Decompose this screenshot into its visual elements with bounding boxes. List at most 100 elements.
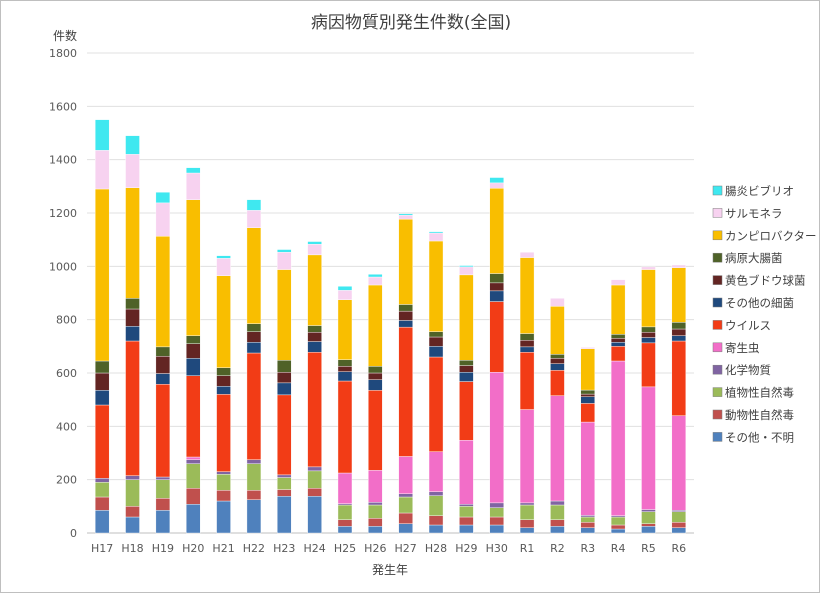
bar-segment [125, 154, 140, 188]
bar-segment [246, 499, 262, 534]
bar-segment [337, 519, 353, 527]
bar-segment [459, 381, 474, 441]
bar-segment [610, 338, 626, 343]
bar-segment [94, 478, 110, 483]
legend-swatch [712, 185, 723, 196]
bar-segment [398, 304, 413, 312]
bar-segment [641, 266, 656, 270]
legend-swatch [712, 342, 723, 353]
bar-segment [125, 340, 140, 476]
bar-segment [125, 187, 140, 299]
bar-segment [368, 274, 383, 278]
bar-segment [368, 372, 383, 380]
bar-segment [337, 290, 353, 300]
bar-segment [125, 506, 140, 518]
bar-segment [671, 335, 687, 342]
x-tick-label: H26 [364, 542, 386, 555]
bar-segment [277, 251, 292, 270]
bar-segment [610, 334, 626, 339]
bar-segment [671, 527, 687, 534]
bar-segment [368, 366, 383, 374]
bar-segment [337, 472, 353, 504]
bar-segment [398, 214, 413, 220]
bar-segment [186, 199, 201, 336]
bar-segment [277, 360, 292, 373]
bars [94, 119, 687, 534]
bar-segment [368, 276, 383, 286]
bar-segment [337, 503, 353, 506]
bar-segment [94, 372, 110, 391]
bar-segment [307, 470, 322, 489]
bar-segment [489, 372, 504, 504]
bar-segment [94, 360, 110, 374]
y-tick-label: 0 [70, 527, 77, 540]
bar-segment [428, 331, 444, 338]
bar-segment [610, 360, 626, 516]
bar-segment [459, 265, 474, 268]
bar-segment [246, 210, 262, 228]
bar-segment [459, 516, 474, 526]
bar-segment [94, 496, 110, 511]
bar-segment [155, 476, 171, 480]
bar-segment [246, 199, 262, 211]
bar-segment [155, 202, 171, 237]
bar-segment [641, 332, 656, 338]
bar-segment [610, 279, 626, 286]
gridlines [87, 52, 694, 534]
bar-segment [489, 182, 504, 189]
bar-segment [671, 328, 687, 336]
legend-swatch [712, 409, 723, 420]
bar-segment [519, 502, 535, 506]
x-tick-label: H28 [425, 542, 447, 555]
bar-segment [459, 266, 474, 276]
x-axis-label: 発生年 [372, 563, 408, 577]
bar-segment [186, 488, 201, 505]
bar-segment [155, 373, 171, 385]
bar-segment [398, 512, 413, 524]
x-tick-label: H30 [486, 542, 508, 555]
bar-segment [216, 258, 231, 276]
x-tick-label: H19 [152, 542, 174, 555]
bar-segment [671, 340, 687, 416]
y-tick-label: 1600 [49, 100, 77, 113]
bar-segment [216, 500, 231, 534]
x-tick-label: H18 [121, 542, 143, 555]
bar-segment [277, 269, 292, 361]
x-tick-label: H25 [334, 542, 356, 555]
bar-segment [216, 375, 231, 387]
bar-segment [94, 482, 110, 498]
bar-segment [428, 336, 444, 347]
bar-segment [307, 352, 322, 468]
bar-segment [519, 352, 535, 410]
chart-title: 病因物質別発生件数(全国) [311, 13, 511, 33]
bar-segment [459, 274, 474, 361]
bar-segment [337, 299, 353, 360]
y-tick-label: 800 [56, 314, 77, 327]
bar-segment [246, 342, 262, 354]
bar-segment [580, 421, 595, 516]
bar-segment [216, 490, 231, 502]
x-tick-label: H22 [243, 542, 265, 555]
bar-segment [125, 298, 140, 310]
bar-segment [459, 524, 474, 534]
bar-segment [550, 504, 565, 520]
bar-segment [216, 474, 231, 491]
bar-segment [428, 524, 444, 534]
legend-label: その他の細菌 [725, 296, 794, 310]
bar-segment [580, 396, 595, 404]
bar-segment [550, 500, 565, 506]
bar-segment [277, 489, 292, 497]
x-tick-labels: H17 H18 H19 H20 H21 H22 H23 H24 H25 H26 H27 H28 H29 H… [91, 542, 686, 555]
bar-segment [428, 495, 444, 516]
bar-segment [398, 523, 413, 534]
legend-label: ウイルス [725, 318, 771, 332]
legend-swatch [712, 364, 723, 375]
bar-segment [155, 191, 171, 204]
bar-segment [368, 390, 383, 471]
bar-segment [186, 456, 201, 460]
bar-segment [641, 511, 656, 524]
x-tick-label: R6 [671, 542, 686, 555]
x-tick-label: H21 [212, 542, 234, 555]
bar-segment [489, 187, 504, 274]
bar-segment [489, 516, 504, 526]
